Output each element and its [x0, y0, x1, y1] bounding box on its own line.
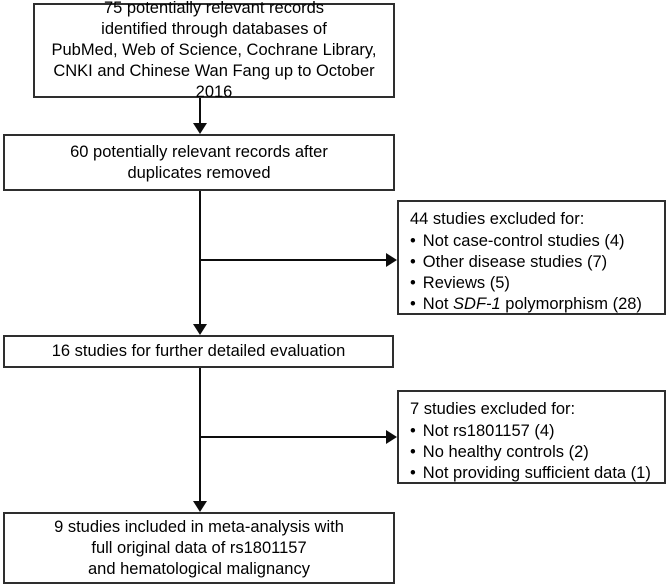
- bullet-icon: •: [410, 232, 416, 250]
- arrow-right-icon: [386, 430, 397, 444]
- arrow-down-icon: [193, 324, 207, 335]
- exclusion-item: • No healthy controls (2): [410, 442, 658, 463]
- included-studies-box: 9 studies included in meta-analysis with…: [3, 512, 395, 584]
- excluded-7-box: 7 studies excluded for: • Not rs1801157 (…: [397, 390, 666, 484]
- bullet-icon: •: [410, 274, 416, 292]
- exclusion-item-label: Reviews (5): [422, 274, 510, 292]
- exclusion-item: • Reviews (5): [410, 273, 658, 294]
- arrow-down-icon: [193, 501, 207, 512]
- exclusion-item: • Not case-control studies (4): [410, 231, 658, 252]
- exclusion-item-label: Not case-control studies (4): [422, 232, 625, 250]
- excluded-44-box: 44 studies excluded for: • Not case-contr…: [397, 200, 666, 315]
- exclusion-item: • Other disease studies (7): [410, 252, 658, 273]
- exclusion-item: • Not providing sufficient data (1): [410, 463, 658, 484]
- connector-line: [199, 191, 201, 326]
- exclusion-title: 7 studies excluded for:: [410, 400, 576, 418]
- exclusion-title: 44 studies excluded for:: [410, 210, 585, 228]
- arrow-right-icon: [386, 253, 397, 267]
- connector-line: [200, 436, 388, 438]
- bullet-icon: •: [410, 443, 416, 461]
- gene-name-italic: SDF-1: [453, 295, 501, 313]
- bullet-icon: •: [410, 422, 416, 440]
- exclusion-item-label: Other disease studies (7): [422, 253, 608, 271]
- exclusion-item-label: Not: [422, 295, 454, 313]
- bullet-icon: •: [410, 464, 416, 482]
- connector-line: [199, 98, 201, 125]
- exclusion-item: • Not rs1801157 (4): [410, 421, 658, 442]
- detailed-evaluation-box: 16 studies for further detailed evaluati…: [3, 335, 394, 368]
- exclusion-item-label: No healthy controls (2): [422, 443, 589, 461]
- exclusion-item: • Not SDF-1 polymorphism (28): [410, 294, 658, 315]
- duplicates-removed-box: 60 potentially relevant records after du…: [3, 134, 395, 191]
- exclusion-item-label: Not providing sufficient data (1): [422, 464, 651, 482]
- connector-line: [200, 259, 388, 261]
- arrow-down-icon: [193, 123, 207, 134]
- records-identified-box: 75 potentially relevant records identifi…: [33, 0, 395, 101]
- exclusion-item-label: polymorphism (28): [500, 295, 642, 313]
- bullet-icon: •: [410, 253, 416, 271]
- exclusion-item-label: Not rs1801157 (4): [422, 422, 555, 440]
- bullet-icon: •: [410, 295, 416, 313]
